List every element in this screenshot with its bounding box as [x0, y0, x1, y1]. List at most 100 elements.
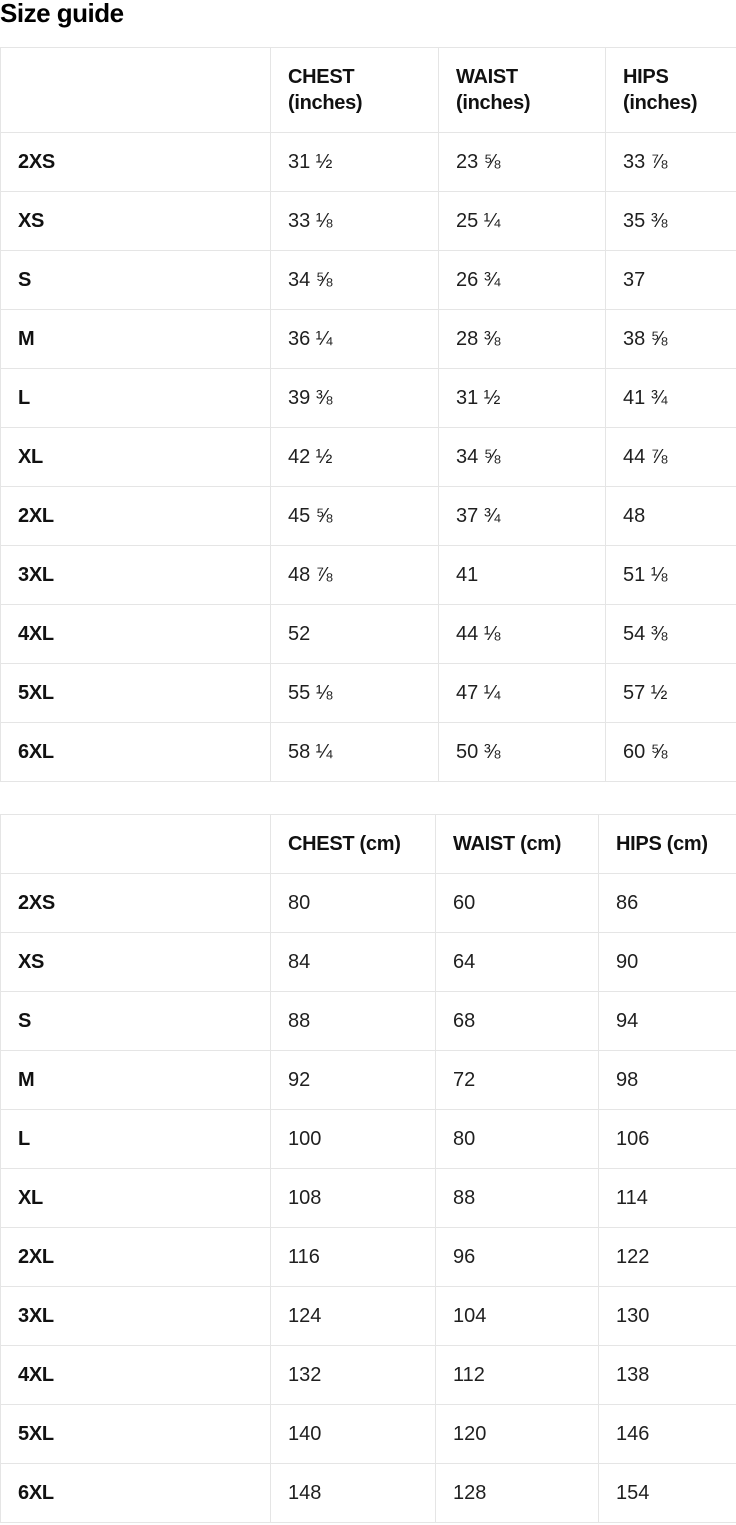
measurement-value: 48 ⅞ [270, 545, 439, 605]
measurement-value: 36 ¼ [270, 309, 439, 369]
measurement-value: 88 [270, 991, 436, 1051]
measurement-value: 64 [435, 932, 599, 992]
measurement-value: 51 ⅛ [605, 545, 736, 605]
measurement-value: 33 ⅛ [270, 191, 439, 251]
measurement-value: 38 ⅝ [605, 309, 736, 369]
measurement-value: 26 ¾ [438, 250, 606, 310]
measurement-value: 41 ¾ [605, 368, 736, 428]
table-row: S 34 ⅝ 26 ¾ 37 [0, 250, 736, 310]
measurement-value: 90 [598, 932, 736, 992]
measurement-value: 114 [598, 1168, 736, 1228]
measurement-value: 106 [598, 1109, 736, 1169]
table-row: 2XL 116 96 122 [0, 1227, 736, 1287]
measurement-value: 108 [270, 1168, 436, 1228]
table-row: 3XL 48 ⅞ 41 51 ⅛ [0, 545, 736, 605]
table-row: 5XL 55 ⅛ 47 ¼ 57 ½ [0, 663, 736, 723]
measurement-value: 35 ⅜ [605, 191, 736, 251]
measurement-value: 57 ½ [605, 663, 736, 723]
size-table-cm: CHEST (cm) WAIST (cm) HIPS (cm) 2XS 80 60 86 X… [0, 814, 736, 1523]
measurement-value: 68 [435, 991, 599, 1051]
table-row: 2XL 45 ⅝ 37 ¾ 48 [0, 486, 736, 546]
column-header: CHEST (cm) [270, 814, 436, 874]
measurement-value: 60 [435, 873, 599, 933]
table-row: XL 42 ½ 34 ⅝ 44 ⅞ [0, 427, 736, 487]
measurement-value: 148 [270, 1463, 436, 1523]
size-label: L [0, 1109, 271, 1169]
table-row: 2XS 31 ½ 23 ⅝ 33 ⅞ [0, 132, 736, 192]
measurement-value: 37 [605, 250, 736, 310]
header-row: CHEST (cm) WAIST (cm) HIPS (cm) [0, 814, 736, 874]
measurement-value: 44 ⅞ [605, 427, 736, 487]
size-table-cm-header: CHEST (cm) WAIST (cm) HIPS (cm) [0, 814, 736, 874]
size-label: 3XL [0, 1286, 271, 1346]
measurement-value: 42 ½ [270, 427, 439, 487]
measurement-value: 86 [598, 873, 736, 933]
table-row: XS 33 ⅛ 25 ¼ 35 ⅜ [0, 191, 736, 251]
size-table-inches-header: CHEST (inches) WAIST (inches) HIPS (inches… [0, 47, 736, 133]
table-row: XL 108 88 114 [0, 1168, 736, 1228]
measurement-value: 130 [598, 1286, 736, 1346]
page-title: Size guide [0, 0, 124, 28]
measurement-value: 58 ¼ [270, 722, 439, 782]
measurement-value: 80 [270, 873, 436, 933]
size-label: XL [0, 427, 271, 487]
column-header: HIPS (cm) [598, 814, 736, 874]
column-header: WAIST (inches) [438, 47, 606, 133]
size-table-cm-body: 2XS 80 60 86 XS 84 64 90 S 88 68 94 M 92 72 98 L 100 80 106… [0, 873, 736, 1523]
table-row: L 39 ⅜ 31 ½ 41 ¾ [0, 368, 736, 428]
size-label: M [0, 1050, 271, 1110]
table-row: 2XS 80 60 86 [0, 873, 736, 933]
size-label: 2XL [0, 1227, 271, 1287]
table-row: S 88 68 94 [0, 991, 736, 1051]
measurement-value: 50 ⅜ [438, 722, 606, 782]
measurement-value: 23 ⅝ [438, 132, 606, 192]
measurement-value: 37 ¾ [438, 486, 606, 546]
measurement-value: 98 [598, 1050, 736, 1110]
size-label: 3XL [0, 545, 271, 605]
measurement-value: 33 ⅞ [605, 132, 736, 192]
measurement-value: 96 [435, 1227, 599, 1287]
measurement-value: 28 ⅜ [438, 309, 606, 369]
size-label: 2XS [0, 132, 271, 192]
size-table-inches: CHEST (inches) WAIST (inches) HIPS (inches… [0, 47, 736, 782]
table-row: 4XL 132 112 138 [0, 1345, 736, 1405]
measurement-value: 112 [435, 1345, 599, 1405]
measurement-value: 80 [435, 1109, 599, 1169]
measurement-value: 94 [598, 991, 736, 1051]
size-label: M [0, 309, 271, 369]
measurement-value: 54 ⅜ [605, 604, 736, 664]
measurement-value: 84 [270, 932, 436, 992]
size-label: 2XS [0, 873, 271, 933]
table-row: 6XL 148 128 154 [0, 1463, 736, 1523]
measurement-value: 72 [435, 1050, 599, 1110]
corner-cell [0, 814, 271, 874]
measurement-value: 122 [598, 1227, 736, 1287]
measurement-value: 92 [270, 1050, 436, 1110]
table-row: 3XL 124 104 130 [0, 1286, 736, 1346]
size-label: S [0, 991, 271, 1051]
measurement-value: 138 [598, 1345, 736, 1405]
measurement-value: 41 [438, 545, 606, 605]
table-row: M 92 72 98 [0, 1050, 736, 1110]
measurement-value: 47 ¼ [438, 663, 606, 723]
size-label: 4XL [0, 604, 271, 664]
measurement-value: 55 ⅛ [270, 663, 439, 723]
measurement-value: 25 ¼ [438, 191, 606, 251]
measurement-value: 52 [270, 604, 439, 664]
table-row: 6XL 58 ¼ 50 ⅜ 60 ⅝ [0, 722, 736, 782]
size-label: L [0, 368, 271, 428]
measurement-value: 60 ⅝ [605, 722, 736, 782]
size-label: 2XL [0, 486, 271, 546]
table-row: 5XL 140 120 146 [0, 1404, 736, 1464]
measurement-value: 128 [435, 1463, 599, 1523]
size-label: XL [0, 1168, 271, 1228]
column-header: WAIST (cm) [435, 814, 599, 874]
size-label: S [0, 250, 271, 310]
measurement-value: 132 [270, 1345, 436, 1405]
size-label: 6XL [0, 722, 271, 782]
measurement-value: 44 ⅛ [438, 604, 606, 664]
table-row: XS 84 64 90 [0, 932, 736, 992]
size-label: 4XL [0, 1345, 271, 1405]
measurement-value: 120 [435, 1404, 599, 1464]
column-header: HIPS (inches) [605, 47, 736, 133]
